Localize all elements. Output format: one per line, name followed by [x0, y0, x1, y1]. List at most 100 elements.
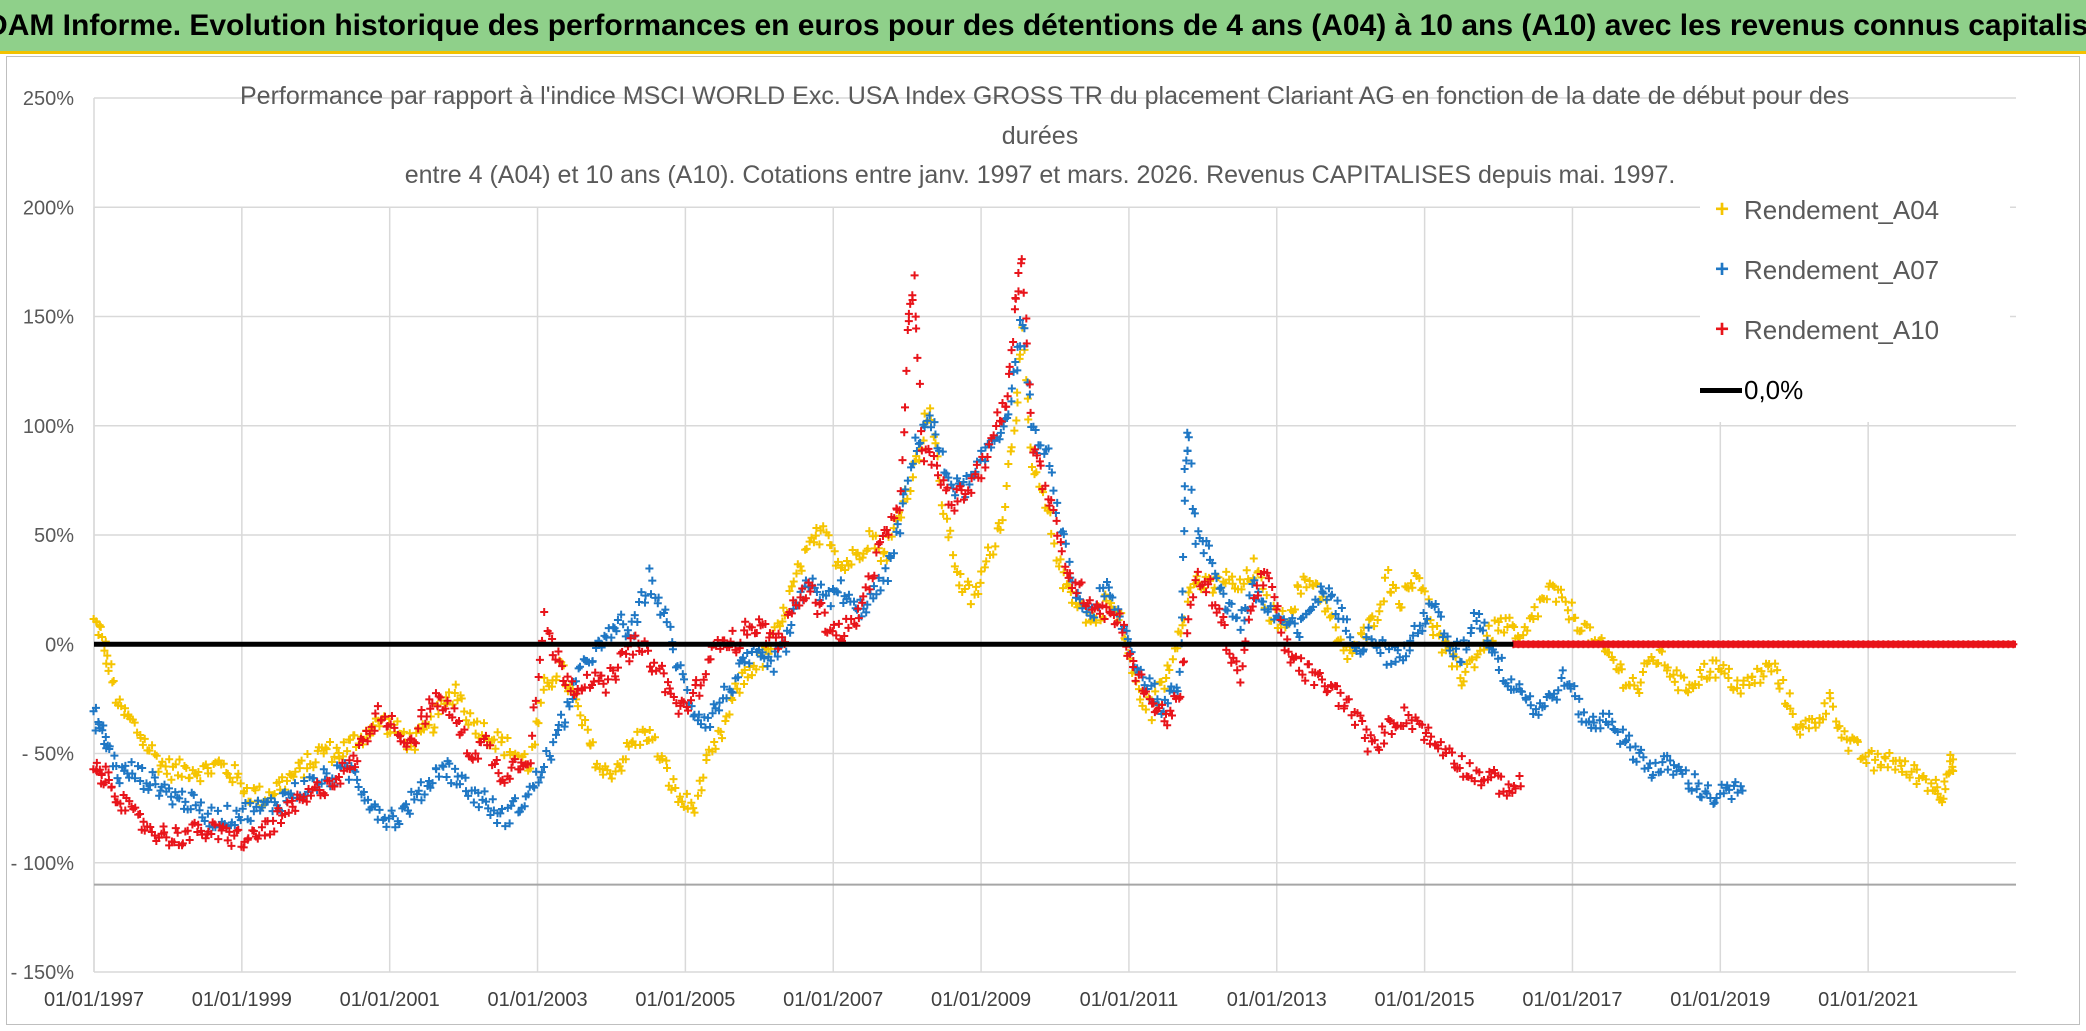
data-point [1475, 610, 1484, 619]
data-point [1595, 716, 1604, 725]
data-point [967, 488, 976, 497]
data-point [1949, 766, 1958, 775]
data-point [1835, 722, 1844, 731]
data-point [1212, 574, 1221, 583]
data-point [1320, 682, 1329, 691]
data-point [863, 600, 872, 609]
data-point [393, 717, 402, 726]
data-point [637, 588, 646, 597]
data-point [391, 823, 400, 832]
data-point [196, 777, 205, 786]
data-point [1238, 662, 1247, 671]
data-point [1248, 602, 1257, 611]
data-point [1613, 728, 1622, 737]
data-point [327, 758, 336, 767]
data-point [1418, 720, 1427, 729]
data-point [903, 476, 912, 485]
data-point [1574, 710, 1583, 719]
data-point [965, 480, 974, 489]
data-point [1011, 357, 1020, 366]
data-point [1333, 596, 1342, 605]
data-point [1277, 628, 1286, 637]
data-point [613, 663, 622, 672]
data-point [1322, 595, 1331, 604]
data-point [1236, 625, 1245, 634]
data-point [145, 746, 154, 755]
data-point [490, 760, 499, 769]
data-point [743, 673, 752, 682]
data-point [1853, 737, 1862, 746]
data-point [1617, 665, 1626, 674]
data-point [693, 791, 702, 800]
data-point [1672, 767, 1681, 776]
data-point [1160, 717, 1169, 726]
data-point [1023, 394, 1032, 403]
data-point [270, 790, 279, 799]
data-point [920, 409, 929, 418]
data-point [1095, 609, 1104, 618]
data-point [1431, 599, 1440, 608]
data-point [1240, 645, 1249, 654]
data-point [697, 786, 706, 795]
data-point [1415, 621, 1424, 630]
data-point [510, 755, 519, 764]
data-point [448, 713, 457, 722]
data-point [421, 719, 430, 728]
data-point [795, 601, 804, 610]
data-point [116, 799, 125, 808]
data-point [738, 653, 747, 662]
data-point [640, 727, 649, 736]
data-point [1657, 647, 1666, 656]
data-point [145, 781, 154, 790]
data-point [194, 820, 203, 829]
data-point [633, 617, 642, 626]
data-point [257, 823, 266, 832]
data-point [260, 831, 269, 840]
data-point [162, 769, 171, 778]
data-point [992, 421, 1001, 430]
data-point [1085, 596, 1094, 605]
data-point [1469, 608, 1478, 617]
data-point [1502, 791, 1511, 800]
data-point [1032, 451, 1041, 460]
data-point [1194, 527, 1203, 536]
data-point [103, 651, 112, 660]
data-point [1031, 426, 1040, 435]
x-tick-label: 01/01/2009 [931, 989, 1031, 1011]
data-point [1280, 646, 1289, 655]
data-point [1912, 765, 1921, 774]
data-point [350, 731, 359, 740]
data-point [798, 584, 807, 593]
data-point [429, 728, 438, 737]
data-point [1103, 577, 1112, 586]
data-point [177, 772, 186, 781]
data-point [170, 838, 179, 847]
data-point [1304, 660, 1313, 669]
data-point [1190, 509, 1199, 518]
data-point [1379, 597, 1388, 606]
legend-label-a07: Rendement_A07 [1744, 254, 1940, 285]
data-point [99, 721, 108, 730]
data-point [1182, 456, 1191, 465]
data-point [219, 759, 228, 768]
data-point [692, 676, 701, 685]
data-point [1065, 557, 1074, 566]
data-point [269, 816, 278, 825]
data-point [617, 766, 626, 775]
data-point [1733, 788, 1742, 797]
data-point [382, 822, 391, 831]
data-point [676, 661, 685, 670]
data-point [1081, 618, 1090, 627]
data-point [1027, 463, 1036, 472]
data-point [1729, 781, 1738, 790]
data-point [732, 648, 741, 657]
data-point [1455, 764, 1464, 773]
data-point [599, 770, 608, 779]
data-point [152, 751, 161, 760]
data-point [501, 822, 510, 831]
data-point [503, 734, 512, 743]
data-point [694, 710, 703, 719]
data-point [1775, 684, 1784, 693]
data-points [89, 255, 2018, 852]
data-point [944, 473, 953, 482]
